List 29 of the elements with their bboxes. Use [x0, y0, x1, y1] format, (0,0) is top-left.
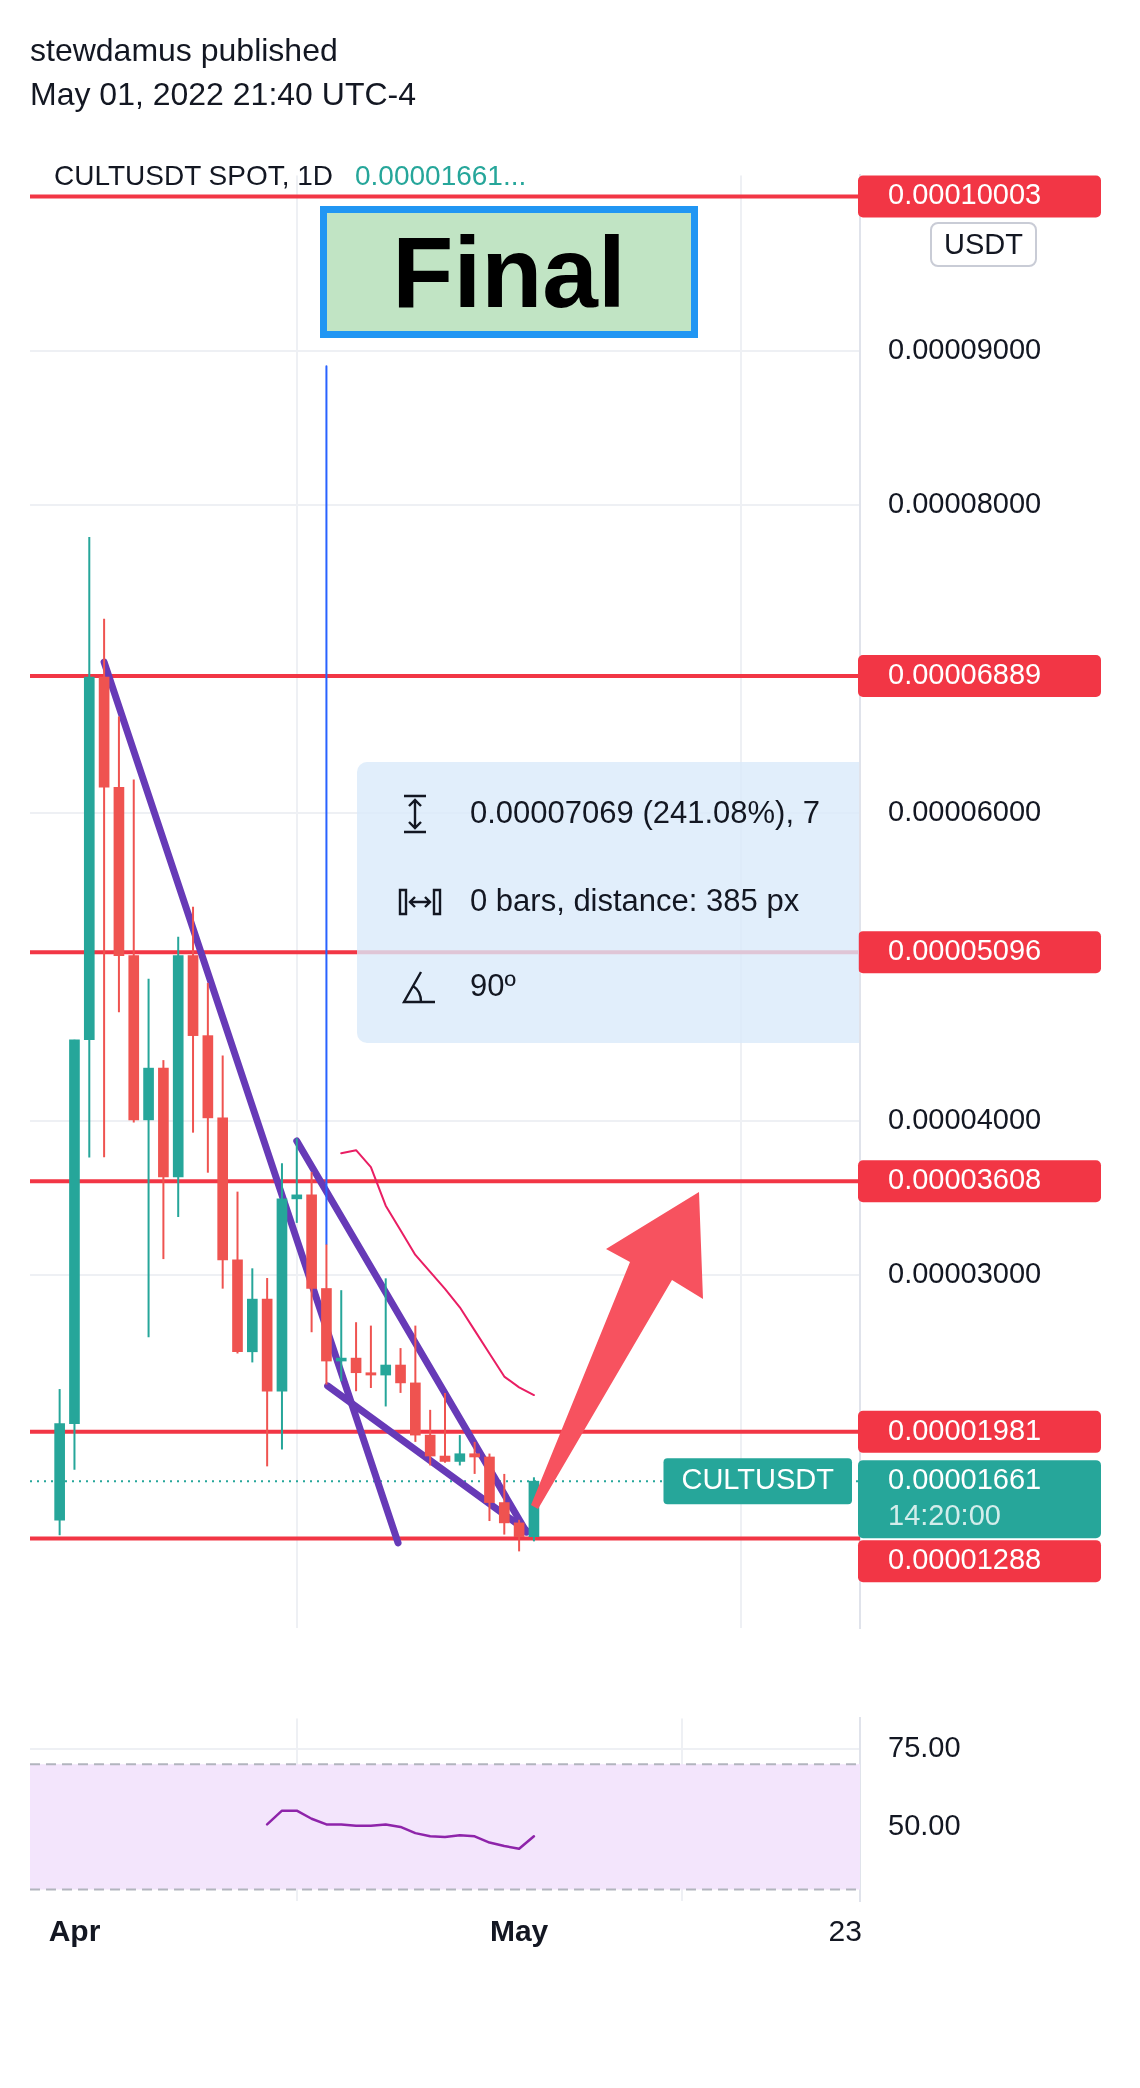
- annotation: CULTUSDT SPOT, 1D: [54, 160, 334, 192]
- x-tick-label: Apr: [48, 1914, 101, 1948]
- annotation: CULTUSDT: [681, 1463, 835, 1496]
- text: stewdamus published: [30, 32, 338, 69]
- annotation: Final: [320, 206, 698, 338]
- text: 14:20:00: [888, 1499, 1001, 1532]
- y-tick-label: 0.00006000: [888, 794, 1042, 827]
- annotation: 0.00007069 (241.08%), 7: [470, 795, 820, 831]
- ref-line-label: 0.00001981: [888, 1413, 1042, 1446]
- text: May 01, 2022 21:40 UTC-4: [30, 76, 416, 113]
- ref-line-label: 0.00001288: [888, 1543, 1042, 1576]
- ref-line-label: 0.00003608: [888, 1163, 1042, 1196]
- y-tick-label: 0.00008000: [888, 486, 1042, 519]
- ref-line-label: 0.00010003: [888, 178, 1042, 211]
- ref-line-label: 0.00005096: [888, 934, 1042, 967]
- annotation: 90º: [470, 968, 516, 1004]
- y-tick-label: 0.00004000: [888, 1102, 1042, 1135]
- x-tick-label: May: [489, 1914, 549, 1948]
- info-panel: 0.00007069 (241.08%), 7 0 bars, distance: 385 px 90º: [357, 762, 859, 1043]
- ref-line-label: 0.00006889: [888, 658, 1042, 691]
- y-tick-label: 75.00: [888, 1730, 961, 1763]
- y-tick-label: 0.00003000: [888, 1256, 1042, 1289]
- text: USDT: [930, 222, 1037, 267]
- y-tick-label: 50.00: [888, 1808, 961, 1841]
- annotation: 0 bars, distance: 385 px: [470, 883, 800, 919]
- annotation: 0.00001661...: [355, 160, 527, 192]
- ref-line-label: 0.00001661: [888, 1463, 1042, 1496]
- y-tick-label: 0.00009000: [888, 332, 1042, 365]
- x-tick-label: 23: [828, 1914, 862, 1948]
